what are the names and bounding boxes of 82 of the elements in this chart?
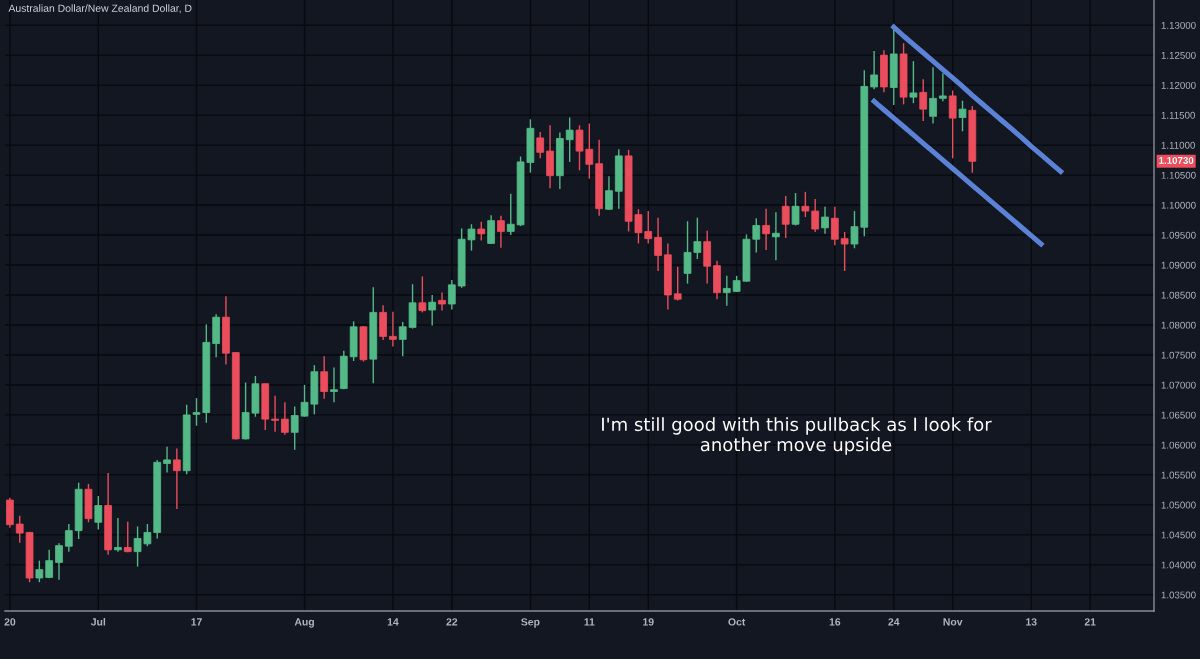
x-tick-label: Oct <box>728 618 746 626</box>
candlestick <box>565 116 574 163</box>
candlestick <box>477 221 486 242</box>
candlestick <box>958 100 967 133</box>
x-tick-label: Jul <box>90 617 106 626</box>
candlestick <box>114 517 122 553</box>
y-tick-label: 1.04500 <box>1161 531 1196 539</box>
x-tick-label: 17 <box>191 618 202 626</box>
candlestick <box>791 192 800 227</box>
candlestick <box>939 72 947 103</box>
x-tick-label: 13 <box>1026 618 1037 626</box>
x-tick-label: 11 <box>584 618 595 626</box>
x-tick-label: 19 <box>643 618 654 626</box>
y-tick-label: 1.08500 <box>1161 291 1196 299</box>
candlestick <box>271 395 279 433</box>
candlestick <box>870 50 878 91</box>
candlestick <box>428 294 437 327</box>
y-tick-label: 1.10500 <box>1161 171 1196 179</box>
candlestick <box>35 559 44 583</box>
candlestick <box>447 279 456 311</box>
y-tick-label: 1.05000 <box>1161 501 1196 509</box>
candlestick <box>830 206 839 246</box>
candlestick <box>762 207 770 251</box>
y-tick-label: 1.06000 <box>1161 441 1196 449</box>
candlestick <box>497 215 505 249</box>
y-tick-label: 1.05500 <box>1161 471 1196 479</box>
y-tick-label: 1.11000 <box>1161 141 1195 149</box>
candlestick <box>173 447 181 510</box>
candlestick <box>64 523 73 553</box>
y-tick-label: 1.10000 <box>1161 201 1196 209</box>
candlestick <box>281 401 289 436</box>
candlestick <box>722 275 731 307</box>
candlestick <box>801 191 810 218</box>
candlestick <box>605 175 613 211</box>
y-tick-label: 1.12000 <box>1161 81 1196 89</box>
candlestick <box>654 216 662 272</box>
candlestick <box>840 231 849 272</box>
candlestick <box>379 304 387 341</box>
chart-title: Australian Dollar/New Zealand Dollar, D <box>8 4 192 14</box>
candlestick <box>163 446 171 474</box>
y-tick-label: 1.12500 <box>1161 51 1196 59</box>
candlestick <box>123 520 132 553</box>
annotation: I'm still good with this pullback as I look for another move upside <box>602 417 992 455</box>
candlestick <box>320 355 329 400</box>
candlestick <box>811 198 820 233</box>
x-tick-label: Aug <box>294 618 314 628</box>
x-tick-label: 20 <box>4 618 16 626</box>
y-tick-label: 1.04000 <box>1161 561 1196 569</box>
y-tick-label: 1.07500 <box>1161 351 1196 359</box>
y-tick-label: 1.06500 <box>1161 411 1196 419</box>
text: 1.10730 <box>1159 157 1194 164</box>
x-tick-label: 14 <box>387 618 399 626</box>
y-tick-label: 1.09000 <box>1161 261 1196 269</box>
candlestick <box>94 495 103 531</box>
candlestick <box>45 549 54 579</box>
candlestick <box>948 89 957 159</box>
candlestick <box>781 195 790 239</box>
y-tick-label: 1.03500 <box>1161 591 1196 599</box>
candlestick <box>330 366 338 404</box>
candlestick <box>418 275 427 314</box>
x-tick-label: 22 <box>446 618 458 626</box>
y-tick-label: 1.11500 <box>1161 111 1195 119</box>
candlestick <box>909 60 918 104</box>
candlestick <box>929 66 937 125</box>
candlestick <box>772 211 780 261</box>
y-tick-label: 1.08000 <box>1161 321 1196 329</box>
candlestick <box>821 206 829 235</box>
x-tick-label: 21 <box>1084 618 1096 626</box>
x-tick-label: 24 <box>888 618 900 626</box>
candlestick <box>487 214 495 245</box>
candlestick <box>919 78 928 122</box>
x-tick-label: Nov <box>943 618 963 626</box>
candlestick <box>55 542 63 581</box>
candlestick <box>438 291 446 312</box>
x-tick-label: 16 <box>829 618 841 626</box>
x-tick-label: Sep <box>521 618 540 628</box>
candlestick <box>389 311 397 348</box>
y-tick-label: 1.07000 <box>1161 381 1196 389</box>
candlestick <box>536 131 545 159</box>
y-tick-label: 1.13000 <box>1161 21 1196 29</box>
y-tick-label: 1.09500 <box>1161 231 1196 239</box>
candlestick <box>673 266 682 302</box>
